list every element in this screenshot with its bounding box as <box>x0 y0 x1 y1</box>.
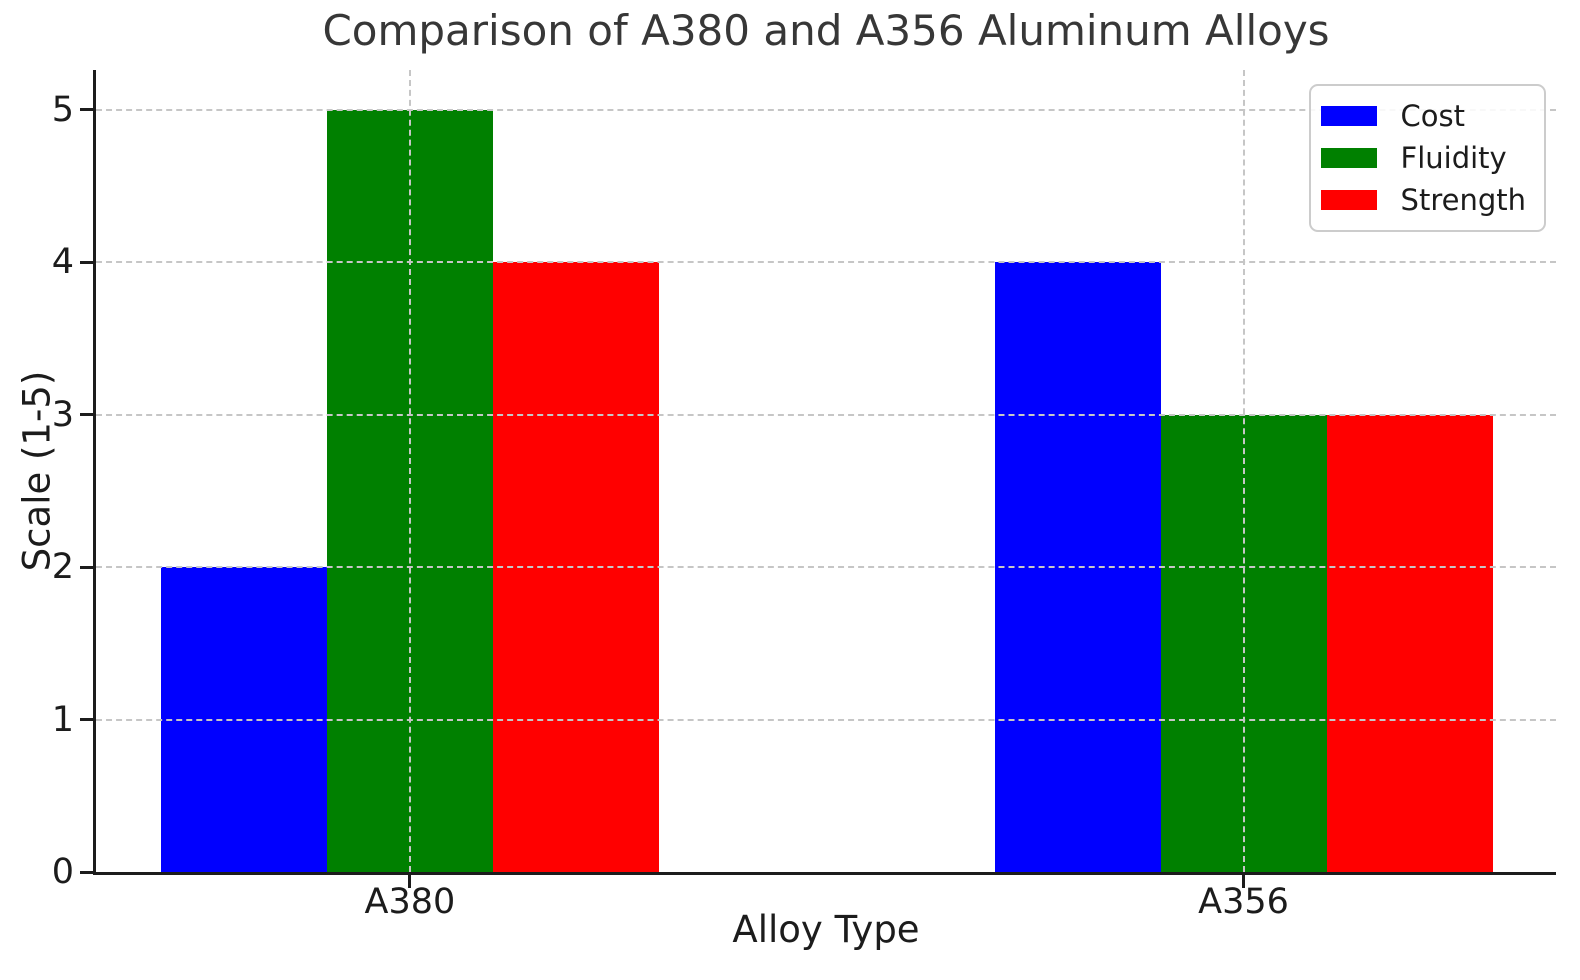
v-gridline-A380 <box>408 70 411 872</box>
y-tick-label-3: 3 <box>51 394 74 435</box>
plot-area: 0 1 2 3 4 5 A380 A356 Cost Fluidity Strength <box>52 70 1556 922</box>
x-tick-label-A356: A356 <box>1198 882 1289 922</box>
grid-layer <box>96 70 1556 872</box>
y-tick-label-0: 0 <box>51 852 74 892</box>
x-axis-label: Alloy Type <box>732 908 920 951</box>
legend: Cost Fluidity Strength <box>1308 84 1546 232</box>
x-tick-label-A380: A380 <box>364 882 456 922</box>
v-gridline-A356 <box>1242 70 1245 872</box>
h-gridline-2 <box>96 566 1556 569</box>
legend-row-Strength: Strength <box>1320 179 1526 221</box>
bar-A356-Strength <box>1326 414 1493 872</box>
x-axis-spine <box>93 872 1556 875</box>
h-gridline-1 <box>96 718 1556 721</box>
legend-row-Fluidity: Fluidity <box>1320 137 1526 179</box>
h-gridline-5 <box>96 108 1556 111</box>
y-tick-mark-3 <box>80 413 93 417</box>
y-tick-mark-5 <box>80 108 93 112</box>
y-tick-label-1: 1 <box>51 699 74 740</box>
legend-label-Fluidity: Fluidity <box>1400 141 1507 175</box>
y-tick-mark-0 <box>80 870 93 874</box>
y-axis-spine <box>93 70 96 875</box>
y-tick-mark-2 <box>80 565 93 569</box>
legend-label-Strength: Strength <box>1400 183 1526 217</box>
legend-swatch-Strength <box>1320 190 1377 210</box>
x-tick-mark-A356 <box>1242 875 1246 888</box>
y-tick-label-5: 5 <box>51 89 74 130</box>
legend-swatch-Fluidity <box>1320 148 1377 168</box>
h-gridline-4 <box>96 261 1556 264</box>
x-tick-mark-A380 <box>408 875 412 888</box>
y-tick-label-4: 4 <box>51 242 74 283</box>
y-tick-label-2: 2 <box>51 547 74 588</box>
y-tick-mark-1 <box>80 718 93 722</box>
legend-row-Cost: Cost <box>1320 95 1526 137</box>
legend-label-Cost: Cost <box>1400 99 1466 133</box>
legend-swatch-Cost <box>1320 106 1377 126</box>
y-tick-mark-4 <box>80 260 93 264</box>
chart-title: Comparison of A380 and A356 Aluminum All… <box>322 6 1330 55</box>
h-gridline-3 <box>96 413 1556 416</box>
axis-layer: 0 1 2 3 4 5 A380 A356 <box>52 70 1556 922</box>
